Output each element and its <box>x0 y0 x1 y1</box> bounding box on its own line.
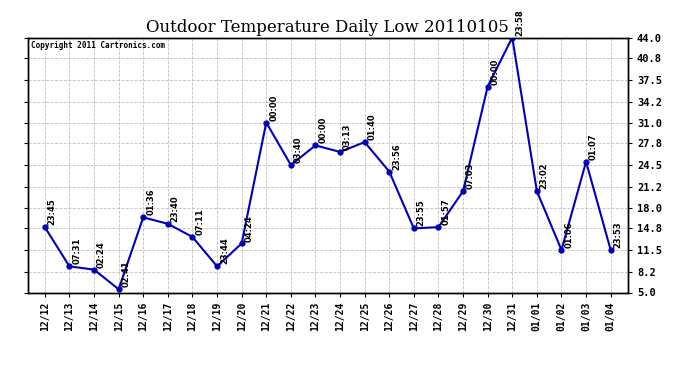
Text: 23:53: 23:53 <box>613 221 622 248</box>
Text: 23:56: 23:56 <box>392 143 401 170</box>
Text: 01:07: 01:07 <box>589 133 598 160</box>
Text: 23:58: 23:58 <box>515 9 524 36</box>
Text: 01:57: 01:57 <box>442 198 451 225</box>
Text: 04:24: 04:24 <box>244 215 254 242</box>
Text: 23:40: 23:40 <box>171 195 180 222</box>
Text: 23:02: 23:02 <box>540 163 549 189</box>
Text: 07:03: 07:03 <box>466 163 475 189</box>
Text: 07:11: 07:11 <box>195 209 204 235</box>
Text: 01:06: 01:06 <box>564 221 573 248</box>
Title: Outdoor Temperature Daily Low 20110105: Outdoor Temperature Daily Low 20110105 <box>146 19 509 36</box>
Text: 01:36: 01:36 <box>146 189 155 215</box>
Text: 02:24: 02:24 <box>97 241 106 268</box>
Text: 23:55: 23:55 <box>417 200 426 226</box>
Text: 23:45: 23:45 <box>48 198 57 225</box>
Text: 00:00: 00:00 <box>318 117 327 143</box>
Text: 02:41: 02:41 <box>121 261 130 287</box>
Text: 23:44: 23:44 <box>220 238 229 264</box>
Text: 01:40: 01:40 <box>368 114 377 140</box>
Text: 07:31: 07:31 <box>72 238 81 264</box>
Text: 00:00: 00:00 <box>269 94 278 120</box>
Text: 03:13: 03:13 <box>343 123 352 150</box>
Text: Copyright 2011 Cartronics.com: Copyright 2011 Cartronics.com <box>30 41 165 50</box>
Text: 03:40: 03:40 <box>294 136 303 163</box>
Text: 00:00: 00:00 <box>491 58 500 85</box>
